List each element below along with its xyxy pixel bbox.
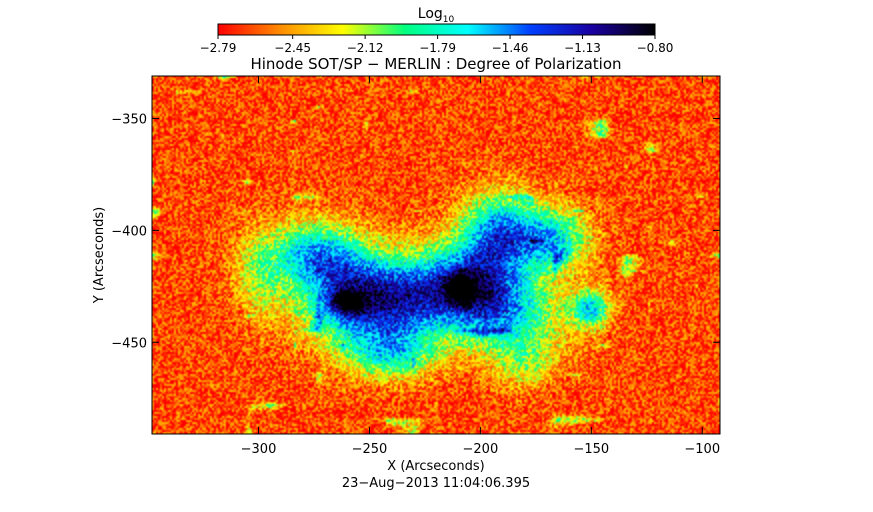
plot-area: −300 −250 −200 −150 −100 −350 −400 −450: [111, 75, 721, 457]
polarization-map: [152, 76, 720, 434]
colorbar-tick-label: −2.79: [200, 41, 237, 55]
observation-date: 23−Aug−2013 11:04:06.395: [342, 476, 530, 491]
chart-title: Hinode SOT/SP − MERLIN : Degree of Polar…: [250, 55, 621, 73]
x-axis-ticks: −300 −250 −200 −150 −100: [241, 76, 720, 457]
y-tick-label: −400: [111, 224, 147, 239]
colorbar-tick-label: −1.79: [419, 41, 456, 55]
colorbar-ticks: −2.79 −2.45 −2.12 −1.79 −1.46 −1.13 −0.80: [200, 35, 674, 55]
colorbar-tick-label: −2.45: [274, 41, 311, 55]
y-tick-label: −450: [111, 336, 147, 351]
x-axis-label: X (Arcseconds): [387, 459, 484, 474]
x-tick-label: −100: [684, 442, 720, 457]
colorbar-gradient: [217, 23, 656, 36]
colorbar: Log10 −2.79 −2.45 −2.12 −1.79 −1.46 −1.13 −0.8…: [200, 6, 674, 55]
x-tick-label: −300: [241, 442, 277, 457]
plot-frame: [151, 75, 721, 435]
colorbar-label: Log10: [418, 6, 455, 25]
colorbar-tick-label: −0.80: [637, 41, 674, 55]
y-axis-ticks: −350 −400 −450: [111, 113, 720, 351]
x-tick-label: −200: [463, 442, 499, 457]
x-tick-label: −150: [573, 442, 609, 457]
colorbar-tick-label: −2.12: [347, 41, 384, 55]
x-tick-label: −250: [352, 442, 388, 457]
colorbar-tick-label: −1.13: [564, 41, 601, 55]
y-tick-label: −350: [111, 113, 147, 128]
colorbar-tick-label: −1.46: [492, 41, 529, 55]
y-axis-label: Y (Arcseconds): [92, 207, 107, 304]
